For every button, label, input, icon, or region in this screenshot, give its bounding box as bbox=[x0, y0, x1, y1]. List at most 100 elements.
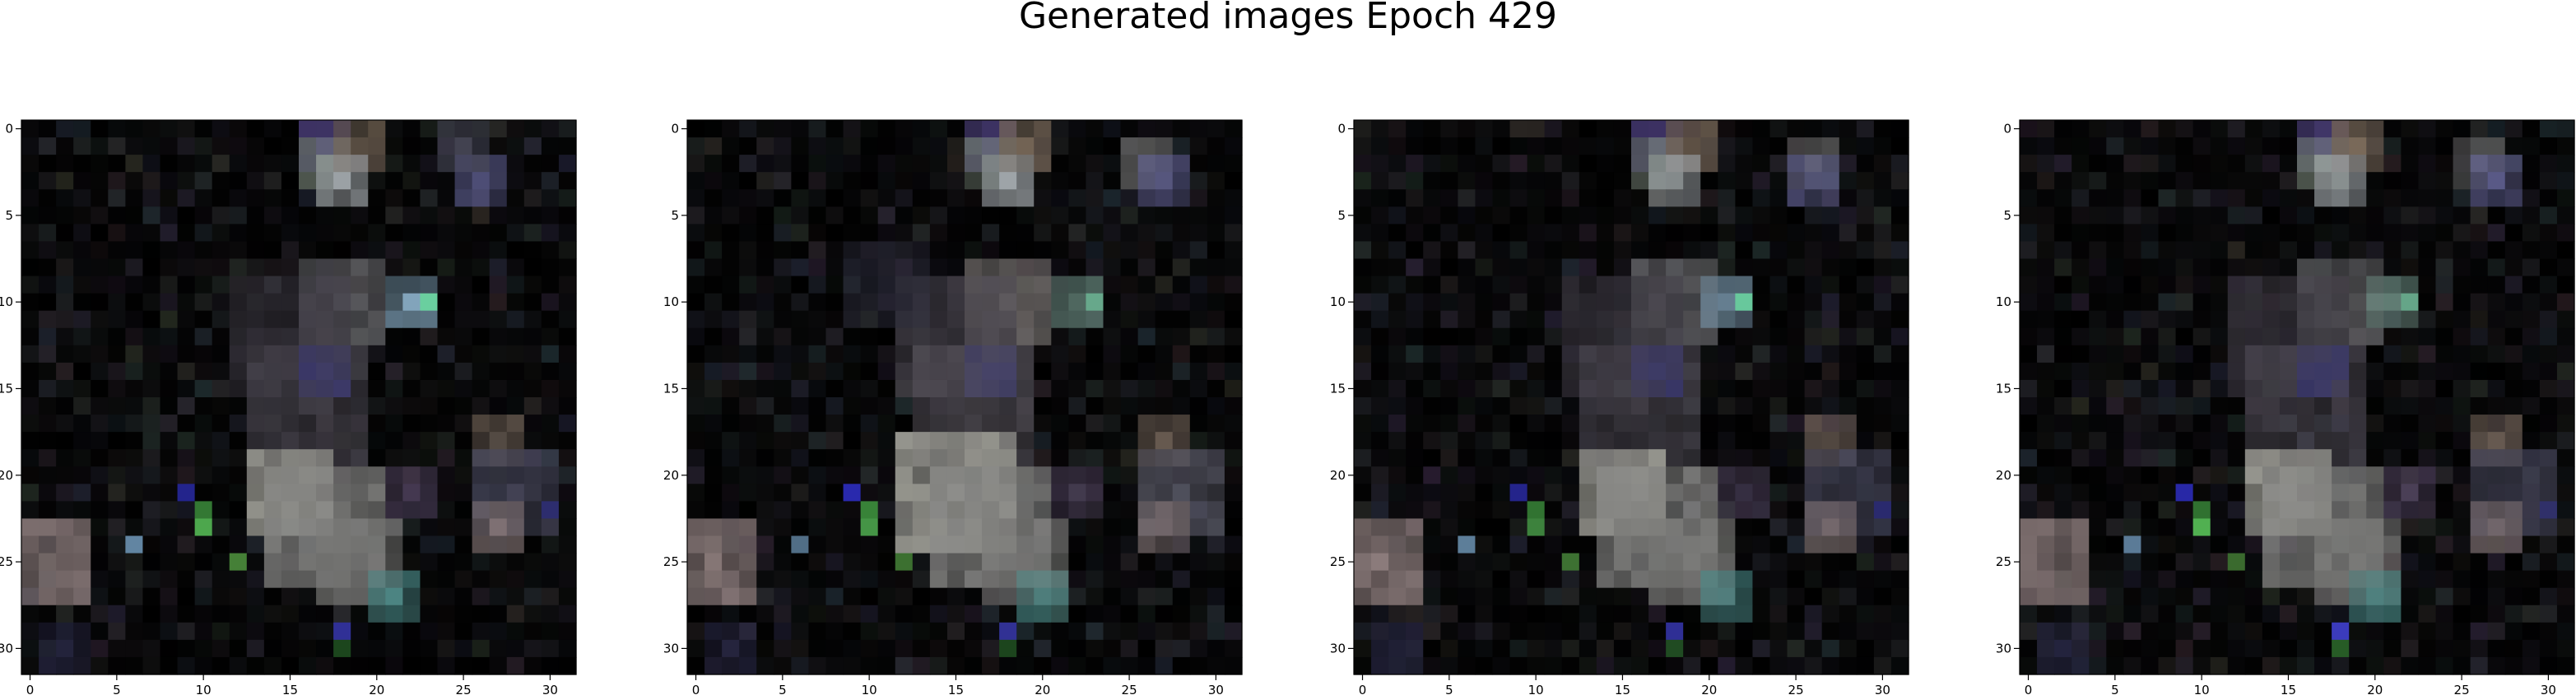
image-pixel bbox=[437, 310, 456, 329]
image-pixel bbox=[687, 484, 705, 502]
image-pixel bbox=[1579, 362, 1597, 381]
image-pixel bbox=[946, 484, 965, 502]
image-pixel bbox=[1752, 432, 1771, 450]
image-pixel bbox=[351, 415, 369, 433]
image-pixel bbox=[402, 605, 421, 623]
image-pixel bbox=[1579, 379, 1597, 398]
image-pixel bbox=[316, 570, 334, 589]
image-pixel bbox=[368, 120, 386, 138]
image-pixel bbox=[56, 172, 74, 190]
image-pixel bbox=[2020, 241, 2038, 260]
image-pixel bbox=[177, 327, 196, 346]
image-pixel bbox=[929, 172, 948, 190]
image-pixel bbox=[1086, 656, 1104, 675]
image-pixel bbox=[1804, 155, 1823, 173]
image-pixel bbox=[2418, 293, 2437, 312]
x-tick-label: 10 bbox=[862, 683, 877, 695]
image-pixel bbox=[1371, 518, 1389, 537]
image-pixel bbox=[91, 172, 109, 190]
image-pixel bbox=[1666, 172, 1684, 190]
image-pixel bbox=[2192, 206, 2211, 225]
image-pixel bbox=[2556, 518, 2575, 537]
image-pixel bbox=[1458, 501, 1476, 520]
image-pixel bbox=[472, 137, 491, 155]
image-pixel bbox=[1051, 362, 1069, 381]
image-pixel bbox=[2487, 379, 2506, 398]
image-pixel bbox=[2020, 518, 2038, 537]
image-pixel bbox=[2522, 656, 2541, 675]
image-pixel bbox=[2366, 241, 2384, 260]
y-tick-label: 5 bbox=[5, 208, 13, 223]
image-pixel bbox=[1561, 258, 1580, 277]
image-pixel bbox=[212, 310, 230, 329]
image-pixel bbox=[21, 622, 40, 641]
image-pixel bbox=[860, 310, 879, 329]
image-pixel bbox=[2175, 155, 2194, 173]
image-pixel bbox=[1666, 137, 1684, 155]
image-pixel bbox=[1172, 466, 1191, 484]
image-pixel bbox=[21, 362, 40, 381]
image-pixel bbox=[1034, 379, 1052, 398]
image-pixel bbox=[229, 345, 248, 364]
image-pixel bbox=[808, 293, 827, 312]
image-pixel bbox=[246, 535, 265, 554]
image-pixel bbox=[2366, 518, 2384, 537]
image-pixel bbox=[825, 449, 844, 467]
image-pixel bbox=[2020, 432, 2038, 450]
image-pixel bbox=[1579, 276, 1597, 294]
image-pixel bbox=[1718, 137, 1736, 155]
image-pixel bbox=[1034, 362, 1052, 381]
image-pixel bbox=[1804, 258, 1823, 277]
image-pixel bbox=[1172, 327, 1191, 346]
image-pixel bbox=[1856, 206, 1875, 225]
image-pixel bbox=[1034, 605, 1052, 623]
image-pixel bbox=[1839, 656, 1858, 675]
image-pixel bbox=[229, 622, 248, 641]
image-pixel bbox=[2020, 327, 2038, 346]
image-pixel bbox=[2314, 137, 2332, 155]
image-pixel bbox=[2244, 172, 2263, 190]
image-pixel bbox=[2123, 553, 2142, 572]
image-pixel bbox=[506, 155, 525, 173]
image-pixel bbox=[1068, 535, 1087, 554]
image-pixel bbox=[420, 206, 439, 225]
image-pixel bbox=[73, 379, 91, 398]
image-pixel bbox=[558, 189, 577, 207]
image-pixel bbox=[774, 379, 792, 398]
image-pixel bbox=[912, 656, 931, 675]
image-pixel bbox=[1423, 189, 1441, 207]
image-pixel bbox=[2244, 224, 2263, 243]
image-pixel bbox=[2556, 415, 2575, 433]
image-pixel bbox=[1718, 189, 1736, 207]
image-pixel bbox=[1423, 587, 1441, 606]
image-pixel bbox=[912, 189, 931, 207]
image-pixel bbox=[506, 656, 525, 675]
image-pixel bbox=[2279, 466, 2298, 484]
image-pixel bbox=[2487, 206, 2506, 225]
image-pixel bbox=[687, 379, 705, 398]
image-pixel bbox=[1155, 415, 1174, 433]
image-pixel bbox=[385, 276, 403, 294]
image-pixel bbox=[1189, 241, 1208, 260]
image-pixel bbox=[1648, 310, 1667, 329]
image-pixel bbox=[1207, 501, 1225, 520]
image-pixel bbox=[472, 449, 491, 467]
image-pixel bbox=[1475, 189, 1494, 207]
image-pixel bbox=[541, 120, 560, 138]
image-pixel bbox=[1440, 345, 1458, 364]
image-pixel bbox=[2175, 553, 2194, 572]
image-pixel bbox=[1224, 466, 1243, 484]
image-pixel bbox=[1440, 449, 1458, 467]
image-pixel bbox=[2297, 605, 2315, 623]
image-pixel bbox=[1068, 293, 1087, 312]
image-pixel bbox=[1224, 345, 1243, 364]
image-pixel bbox=[1458, 241, 1476, 260]
image-pixel bbox=[1492, 587, 1511, 606]
image-pixel bbox=[1769, 432, 1788, 450]
image-pixel bbox=[160, 241, 179, 260]
image-pixel bbox=[2210, 362, 2229, 381]
image-pixel bbox=[1354, 518, 1372, 537]
image-pixel bbox=[558, 276, 577, 294]
image-pixel bbox=[687, 535, 705, 554]
image-pixel bbox=[1839, 362, 1858, 381]
